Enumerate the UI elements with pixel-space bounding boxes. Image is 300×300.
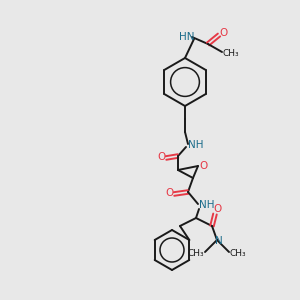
Text: CH₃: CH₃ (188, 250, 204, 259)
Text: CH₃: CH₃ (230, 250, 246, 259)
Text: N: N (215, 236, 223, 246)
Text: O: O (200, 161, 208, 171)
Text: NH: NH (199, 200, 215, 210)
Text: O: O (213, 204, 221, 214)
Text: CH₃: CH₃ (223, 50, 239, 58)
Text: HN: HN (179, 32, 195, 42)
Text: O: O (157, 152, 165, 162)
Text: O: O (165, 188, 173, 198)
Text: NH: NH (188, 140, 204, 150)
Text: O: O (220, 28, 228, 38)
